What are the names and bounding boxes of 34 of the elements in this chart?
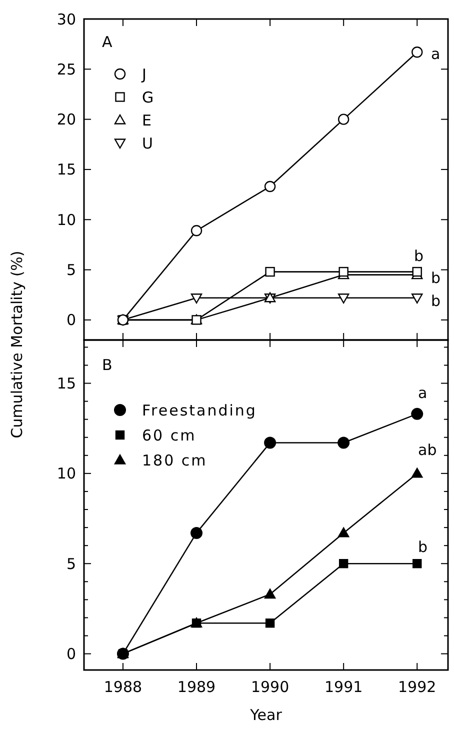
legend-label: J bbox=[141, 65, 146, 84]
annotation: a bbox=[431, 45, 440, 63]
legend-label: 60 cm bbox=[142, 426, 196, 444]
y-tick-label: 15 bbox=[56, 160, 76, 179]
annotation: b bbox=[431, 269, 441, 287]
annotation: b bbox=[414, 247, 424, 265]
annotation: b bbox=[418, 538, 428, 556]
annotation: A bbox=[102, 33, 113, 51]
y-tick-label: 30 bbox=[56, 10, 76, 28]
y-tick-label: 0 bbox=[66, 645, 76, 664]
y-tick-label: 5 bbox=[66, 261, 76, 280]
legend-label: G bbox=[142, 88, 154, 106]
y-tick-label: 20 bbox=[56, 110, 76, 129]
legend-label: U bbox=[142, 134, 153, 152]
x-tick-label: 1988 bbox=[104, 678, 142, 696]
annotation: ab bbox=[418, 441, 437, 459]
y-tick-label: 0 bbox=[66, 311, 76, 330]
annotation: b bbox=[431, 292, 441, 310]
x-tick-label: 1989 bbox=[177, 678, 216, 696]
y-tick-label: 10 bbox=[56, 464, 76, 483]
legend-label: 180 cm bbox=[142, 451, 208, 470]
y-tick-label: 25 bbox=[56, 60, 76, 78]
annotation: a bbox=[418, 384, 428, 402]
legend-label: E bbox=[142, 111, 152, 130]
x-axis-title: Year bbox=[249, 706, 283, 724]
legend-label: Freestanding bbox=[142, 401, 257, 420]
x-tick-label: 1991 bbox=[324, 678, 363, 696]
y-tick-label: 10 bbox=[56, 210, 76, 229]
y-tick-label: 5 bbox=[66, 554, 76, 573]
y-axis-title: Cumulative Mortality (%) bbox=[8, 250, 26, 438]
x-tick-label: 1992 bbox=[398, 678, 436, 696]
y-tick-label: 15 bbox=[56, 374, 76, 393]
annotation: B bbox=[102, 356, 112, 374]
x-tick-label: 1990 bbox=[250, 678, 290, 696]
